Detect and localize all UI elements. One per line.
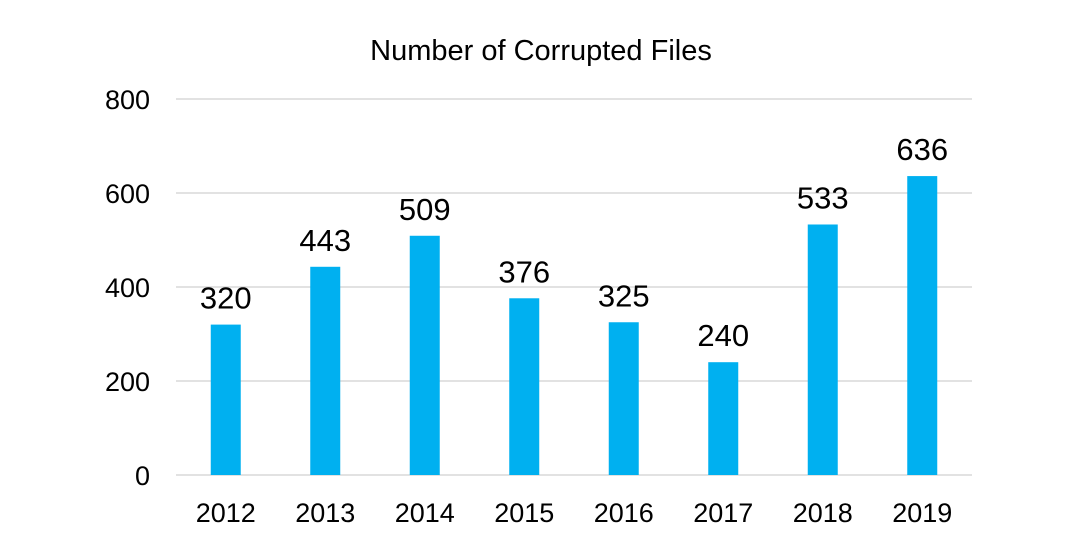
x-tick-label-2017: 2017 [693, 498, 753, 528]
y-tick-label: 400 [105, 273, 150, 303]
x-tick-label-2016: 2016 [594, 498, 654, 528]
y-axis-ticks: 0 200 400 600 800 [105, 85, 150, 491]
x-axis-ticks: 2012 2013 2014 2015 2016 2017 2018 2019 [196, 498, 953, 528]
data-label-2014: 509 [399, 192, 451, 227]
data-labels: 320 443 509 376 325 240 533 636 [200, 132, 948, 353]
bar-2019 [907, 176, 938, 475]
bars [210, 176, 938, 475]
x-tick-label-2019: 2019 [892, 498, 952, 528]
x-tick-label-2013: 2013 [295, 498, 355, 528]
bar-2018 [807, 224, 838, 475]
bar-2012 [210, 324, 241, 475]
data-label-2012: 320 [200, 281, 252, 316]
x-tick-label-2015: 2015 [494, 498, 554, 528]
bar-2015 [509, 298, 540, 475]
y-tick-label: 600 [105, 179, 150, 209]
bar-2014 [409, 235, 440, 475]
data-label-2017: 240 [697, 318, 749, 353]
bar-2017 [708, 362, 739, 475]
x-tick-label-2014: 2014 [395, 498, 455, 528]
y-tick-label: 200 [105, 367, 150, 397]
data-label-2016: 325 [598, 278, 650, 313]
y-tick-label: 800 [105, 85, 150, 115]
bar-2016 [608, 322, 639, 475]
data-label-2013: 443 [299, 223, 351, 258]
data-label-2018: 533 [797, 180, 849, 215]
data-label-2015: 376 [498, 254, 550, 289]
data-label-2019: 636 [896, 132, 948, 167]
x-tick-label-2012: 2012 [196, 498, 256, 528]
y-tick-label: 0 [135, 461, 150, 491]
bar-2013 [310, 266, 341, 475]
gridlines [176, 98, 972, 476]
x-tick-label-2018: 2018 [793, 498, 853, 528]
chart-title: Number of Corrupted Files [370, 35, 712, 67]
